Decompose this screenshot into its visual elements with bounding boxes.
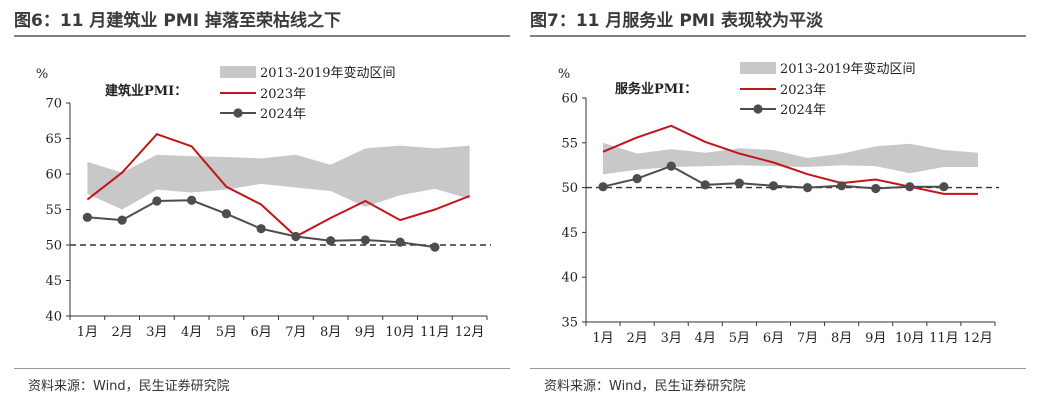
chart-title: 图6：11 月建筑业 PMI 掉落至荣枯线之下 [14,11,341,31]
x-tick-label: 9月 [355,325,376,340]
legend-band-label: 2013-2019年变动区间 [260,65,396,81]
series-2024-point [905,182,915,192]
x-tick-label: 3月 [146,325,167,340]
x-tick-label: 8月 [831,331,852,346]
x-tick-label: 11月 [929,331,959,346]
legend-2024-marker [753,104,763,114]
legend-2023-label: 2023年 [260,87,306,102]
x-tick-label: 2月 [626,331,647,346]
series-2024-point [221,209,231,219]
chart-source: 资料来源：Wind，民生证券研究院 [28,379,230,394]
chart-source: 资料来源：Wind，民生证券研究院 [544,379,746,394]
y-tick-label: 45 [561,226,578,241]
series-2024-point [360,235,370,245]
series-2024-point [632,174,642,184]
x-tick-label: 7月 [285,325,306,340]
series-2023-line [86,133,470,238]
legend-2024-label: 2024年 [260,107,306,122]
y-tick-label: 65 [45,132,62,147]
series-2024-point [837,181,847,191]
series-2024-point [291,231,301,242]
series-2024-point [598,182,608,192]
series-2024-point [768,181,779,191]
legend-band-swatch [220,66,256,78]
series-2024-point [734,178,744,188]
services-pmi-chart: 35 40 45 50 55 60 1月 2月 3月 4月 5月 6月 7月 8月 9月 10月 11月 12月%… [558,61,999,346]
source-divider [530,368,1026,369]
series-2024-point [395,237,405,247]
title-divider [14,35,510,37]
legend-2024-label: 2024年 [780,103,826,118]
series-2023-line [602,124,978,195]
series-2024-point [326,236,336,246]
legend-band-label: 2013-2019年变动区间 [780,61,916,77]
chart-title: 图7：11 月服务业 PMI 表现较为平淡 [530,11,823,31]
x-tick-label: 7月 [797,331,818,346]
x-tick-label: 1月 [77,325,98,340]
y-tick-label: 50 [561,181,578,196]
y-tick-label: 60 [561,92,578,107]
y-tick-label: 35 [561,316,578,331]
y-tick-label: 60 [45,168,62,183]
x-tick-label: 6月 [763,331,784,346]
series-2024-point [666,161,676,171]
y-unit-label: % [558,67,570,82]
legend-band-swatch [740,62,776,74]
series-2024-point [82,212,92,222]
y-tick-label: 40 [561,271,578,286]
x-tick-label: 9月 [865,331,886,346]
x-tick-label: 8月 [320,325,341,340]
x-tick-label: 12月 [963,331,993,346]
range-band-area [603,142,978,175]
y-tick-label: 50 [45,239,62,254]
series-2024-point [939,182,949,192]
chart-series-label: 服务业PMI： [615,81,697,97]
x-tick-label: 6月 [250,325,271,340]
chart-panel-services: 图7：11 月服务业 PMI 表现较为平淡 35 40 45 50 55 60 1月 2月 3月… [530,0,1030,406]
x-tick-label: 3月 [661,331,682,346]
y-tick-label: 55 [561,136,578,151]
y-tick-label: 70 [45,97,62,112]
series-2024-point [187,195,197,205]
x-tick-label: 4月 [181,325,202,340]
x-tick-label: 12月 [455,325,485,340]
legend-2024-marker [233,108,243,118]
x-tick-label: 10月 [385,325,415,340]
x-tick-label: 5月 [729,331,750,346]
series-2024-point [430,242,440,252]
x-tick-label: 10月 [895,331,925,346]
legend-2023-label: 2023年 [780,83,826,98]
series-2024-point [256,224,266,234]
y-tick-label: 45 [45,274,62,289]
y-unit-label: % [36,67,48,82]
range-band-area [87,145,470,210]
series-2024-point [700,180,710,190]
series-2024-point [871,183,881,194]
series-2024-point [117,215,127,225]
x-tick-label: 1月 [592,331,613,346]
title-divider [530,35,1026,37]
source-divider [14,368,510,369]
x-tick-label: 4月 [695,331,716,346]
chart-panel-construction: 图6：11 月建筑业 PMI 掉落至荣枯线之下 40 45 50 55 60 65 70 1月… [14,0,514,406]
y-tick-label: 55 [45,203,62,218]
series-2024-line [87,199,436,249]
x-tick-label: 5月 [216,325,237,340]
x-tick-label: 2月 [111,325,132,340]
x-tick-label: 11月 [420,325,450,340]
construction-pmi-chart: 40 45 50 55 60 65 70 1月 2月 3月 4月 5月 6月 7月 8月 9月 10月 11月 12… [36,65,491,340]
y-tick-label: 40 [45,310,62,325]
series-2024-point [802,183,813,193]
chart-series-label: 建筑业PMI： [105,83,187,99]
series-2024-point [152,196,162,206]
